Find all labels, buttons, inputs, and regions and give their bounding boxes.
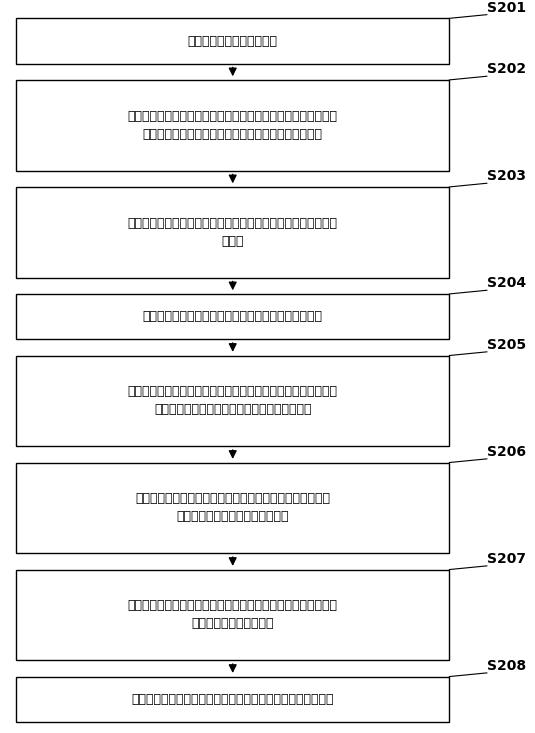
Bar [16,570,449,660]
Bar [16,80,449,171]
Bar [16,463,449,553]
Bar [16,294,449,339]
Text: S203: S203 [487,169,526,183]
Text: 将实训平台应用参数集中的每一个实训平台应用参数与所述
工业机器人应用参数进行信息配对: 将实训平台应用参数集中的每一个实训平台应用参数与所述 工业机器人应用参数进行信息… [135,493,330,523]
Text: S207: S207 [487,552,526,566]
Text: S205: S205 [487,338,526,352]
Bar [16,356,449,446]
Bar [16,677,449,722]
Text: S206: S206 [487,445,526,459]
Text: 云端服务器向用户端反馈工业机器人虚拟实训界面，接收用户基
于工业机器人虚拟实训界面所设置的远程操作功能属性: 云端服务器向用户端反馈工业机器人虚拟实训界面，接收用户基 于工业机器人虚拟实训界… [128,110,338,141]
Bar [16,187,449,278]
Text: 在收到云端服务器的作业指令后，基于作业指令完成实训操作: 在收到云端服务器的作业指令后，基于作业指令完成实训操作 [132,693,334,706]
Text: S208: S208 [487,659,526,673]
Text: 基于用户端访问云端服务器: 基于用户端访问云端服务器 [188,34,278,48]
Text: 解析远程操作功能属性中的实训操作对象和所需的工业机器人应
用参数: 解析远程操作功能属性中的实训操作对象和所需的工业机器人应 用参数 [128,217,338,248]
Text: 向所述一个以上的工业机器人实训平台中的每一个实训平台请求
实训平台应用参数，并形成实训平台应用参数集: 向所述一个以上的工业机器人实训平台中的每一个实训平台请求 实训平台应用参数，并形… [128,386,338,416]
Bar [16,18,449,64]
Text: S204: S204 [487,276,526,290]
Text: S202: S202 [487,62,526,76]
Text: S201: S201 [487,1,526,15]
Text: 基于远程操作功能属性生成作业指令，并将所述作业指令发送到
第一工业机器人实训平台: 基于远程操作功能属性生成作业指令，并将所述作业指令发送到 第一工业机器人实训平台 [128,600,338,630]
Text: 基于实训操作对象获取一个以上的工业机器人实训平台: 基于实训操作对象获取一个以上的工业机器人实训平台 [143,310,323,323]
